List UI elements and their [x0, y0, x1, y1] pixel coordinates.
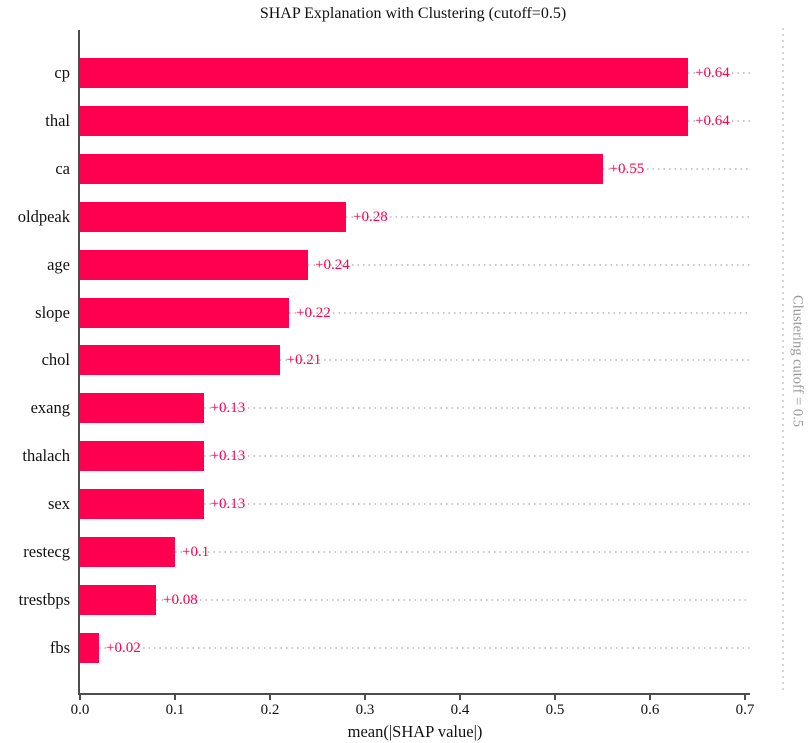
- leader-line: [308, 263, 750, 266]
- value-label: +0.55: [609, 160, 645, 177]
- leader-line: [203, 455, 750, 458]
- x-tick-label: 0.5: [545, 702, 565, 718]
- value-label: +0.64: [695, 112, 730, 129]
- x-tick-label: 0.2: [260, 702, 280, 718]
- y-axis-label: trestbps: [18, 589, 70, 609]
- y-axis-label: thalach: [22, 446, 70, 466]
- y-axis-label: oldpeak: [17, 206, 70, 226]
- clustering-cutoff-label: Clustering cutoff = 0.5: [789, 295, 806, 427]
- leader-line: [346, 215, 750, 218]
- y-axis-label: fbs: [49, 637, 70, 657]
- bar: [80, 441, 204, 472]
- x-tick: [364, 695, 366, 700]
- y-axis-label: slope: [35, 302, 70, 322]
- y-axis-label: chol: [41, 350, 70, 370]
- bar: [80, 153, 603, 184]
- leader-line: [602, 167, 750, 170]
- x-tick: [744, 695, 746, 700]
- y-axis-label: restecg: [23, 542, 70, 561]
- bar: [80, 632, 99, 663]
- leader-line: [688, 72, 750, 74]
- x-tick: [269, 695, 271, 700]
- bar: [80, 297, 289, 328]
- plot-area: mean(|SHAP value|) cp +0.64 thal +0.64 ca +0.…: [18, 30, 754, 741]
- x-tick-label: 0.1: [165, 702, 185, 718]
- y-axis-label: cp: [54, 63, 70, 82]
- value-label: +0.28: [353, 208, 388, 225]
- value-label: +0.13: [210, 400, 246, 417]
- leader-line: [688, 119, 750, 122]
- x-tick: [554, 695, 556, 700]
- y-axis-label: ca: [55, 158, 70, 178]
- leader-line: [289, 311, 750, 314]
- leader-line: [203, 407, 750, 410]
- bar: [80, 201, 346, 232]
- x-tick: [649, 695, 651, 700]
- value-label: +0.08: [163, 591, 198, 608]
- clustering-cutoff-line: [782, 28, 785, 693]
- bar: [80, 249, 308, 280]
- y-axis-label: age: [47, 254, 70, 274]
- bar: [80, 584, 156, 615]
- value-label: +0.64: [695, 65, 730, 81]
- y-axis-label: sex: [48, 494, 70, 514]
- bar: [80, 345, 280, 376]
- x-tick-label: 0.4: [450, 702, 470, 718]
- value-label: +0.1: [182, 544, 210, 560]
- leader-line: [175, 551, 750, 553]
- x-axis-label: mean(|SHAP value|): [347, 722, 483, 741]
- value-label: +0.13: [210, 448, 246, 465]
- leader-line: [279, 359, 750, 362]
- x-tick-label: 0.0: [70, 702, 90, 718]
- x-tick-label: 0.6: [640, 702, 660, 718]
- value-label: +0.02: [106, 639, 141, 656]
- x-tick-label: 0.7: [735, 702, 755, 718]
- y-axis-label: thal: [45, 110, 70, 130]
- leader-line: [99, 646, 750, 649]
- bar: [80, 489, 204, 520]
- x-tick-label: 0.3: [355, 702, 375, 718]
- x-tick: [174, 695, 176, 700]
- chart-title: SHAP Explanation with Clustering (cutoff…: [259, 5, 567, 22]
- value-label: +0.22: [296, 304, 331, 321]
- value-label: +0.21: [286, 352, 322, 369]
- y-axis-label: exang: [30, 398, 70, 418]
- bar: [80, 393, 204, 424]
- x-tick: [79, 695, 81, 700]
- bar: [80, 58, 688, 88]
- value-label: +0.24: [315, 256, 350, 273]
- bar: [80, 105, 688, 136]
- leader-line: [203, 503, 750, 506]
- bar: [80, 537, 175, 567]
- leader-line: [156, 598, 750, 601]
- x-tick: [459, 695, 461, 700]
- value-label: +0.13: [210, 496, 246, 513]
